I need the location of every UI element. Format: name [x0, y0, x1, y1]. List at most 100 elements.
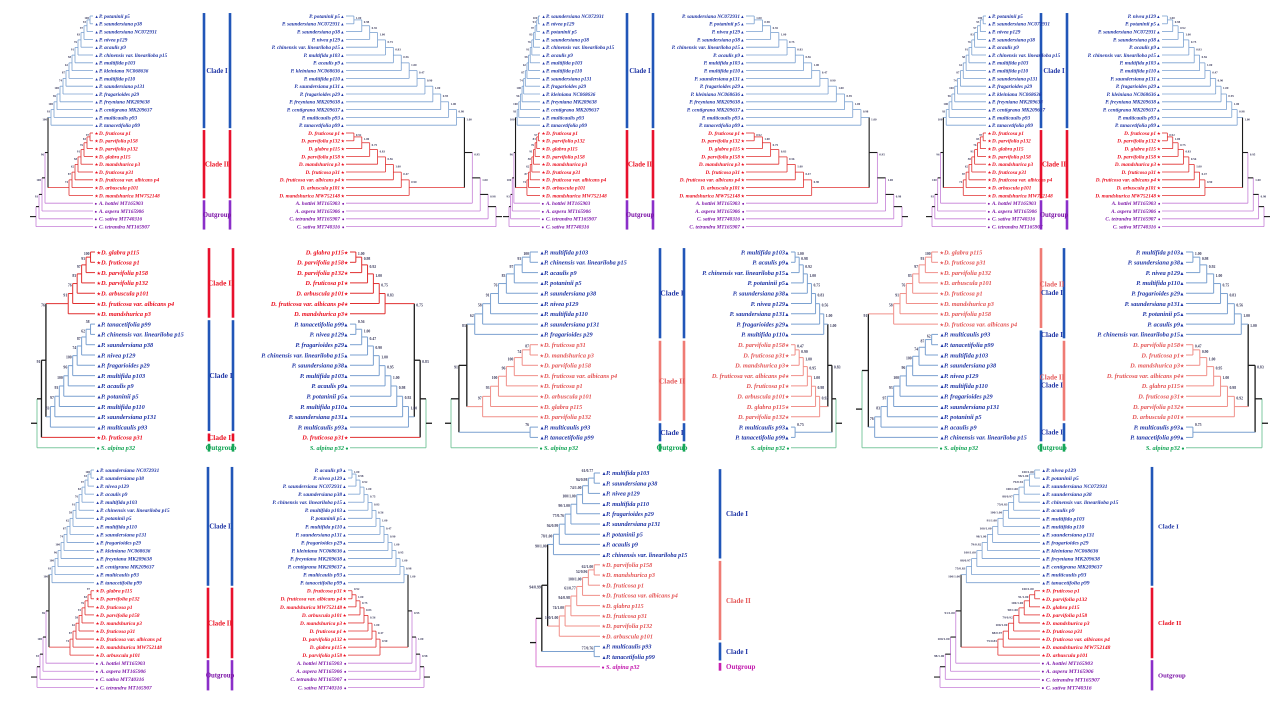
taxon-label: D. parvifolia p132: [301, 637, 342, 643]
clade-bar-segment: [658, 248, 662, 339]
taxon-label: P. saundersiana p131: [294, 84, 340, 90]
star-marker-icon: ★: [343, 613, 347, 618]
support-value: 0.56: [370, 615, 376, 619]
taxon-label: P. saundersiana p131: [730, 311, 785, 318]
taxon-label: D. fruticosa var. albicans p4: [270, 301, 344, 308]
support-value: 93: [507, 194, 511, 198]
clade-bar-segment: [1039, 330, 1043, 442]
triangle-marker-icon: ▲: [1179, 281, 1184, 287]
triangle-marker-icon: ▲: [542, 14, 546, 19]
triangle-marker-icon: ▲: [542, 123, 546, 128]
support-value: 1.00: [364, 329, 371, 333]
support-value: 100/1.00: [1022, 587, 1034, 591]
taxon-label: A. aspera MT165906: [1045, 669, 1094, 675]
support-value: 1.00: [756, 16, 762, 20]
taxon-label: P. fragarioides p29: [295, 342, 345, 349]
taxon-label: P. multicaulis p93: [303, 573, 342, 579]
support-value: 61/0.77: [582, 469, 594, 473]
dot-marker-icon: ●: [344, 677, 347, 682]
taxon-label: P. chinensis var. lineariloba p15: [272, 500, 342, 506]
triangle-marker-icon: ▲: [1156, 100, 1160, 105]
star-marker-icon: ★: [344, 302, 349, 308]
triangle-marker-icon: ▲: [740, 29, 744, 34]
phylo-tree-right: [348, 469, 430, 688]
support-value: 93: [486, 386, 490, 390]
star-marker-icon: ★: [741, 131, 745, 136]
taxon-label: P. chinensis var. lineariloba p15: [546, 45, 615, 51]
star-marker-icon: ★: [540, 405, 545, 411]
support-value: 76: [902, 284, 906, 288]
taxon-label: P. saundersiana p38: [992, 37, 1035, 43]
support-value: 58: [968, 157, 972, 161]
star-marker-icon: ★: [343, 589, 347, 594]
taxon-label: S. alpina p32: [606, 664, 640, 671]
support-value: 93: [35, 194, 39, 198]
star-marker-icon: ★: [97, 312, 102, 318]
support-value: 0.83: [834, 365, 841, 369]
star-marker-icon: ★: [343, 629, 347, 634]
support-value: 0.56: [387, 157, 393, 161]
support-value: 76: [973, 143, 977, 147]
taxon-label: P. saundersiana p38: [546, 37, 589, 43]
branches: [1186, 251, 1268, 449]
taxon-label: P. saundersiana p131: [101, 414, 156, 421]
support-value: 87: [956, 71, 960, 75]
taxon-label: P. tanacetifolia p99: [1115, 123, 1156, 129]
support-value: 0.92: [822, 396, 829, 400]
taxon-label: P. saundersiana NC072931: [100, 468, 160, 474]
taxon-label: P. multifida p103: [741, 249, 785, 256]
star-marker-icon: ★: [1042, 589, 1047, 594]
support-value: 0.83: [366, 608, 372, 612]
dot-marker-icon: ●: [1158, 201, 1161, 206]
support-value: 0.75: [773, 143, 779, 147]
triangle-marker-icon: ▲: [343, 394, 348, 400]
support-value: 96: [54, 551, 58, 555]
star-marker-icon: ★: [95, 146, 99, 151]
star-marker-icon: ★: [1180, 405, 1185, 411]
taxon-label: P. saundersiana p131: [1046, 532, 1095, 538]
triangle-marker-icon: ▲: [542, 45, 546, 50]
taxon-label: D. parvifolia p158: [991, 154, 1031, 160]
triangle-marker-icon: ▲: [940, 374, 945, 380]
taxon-label: D. glabra p115: [99, 589, 133, 595]
taxon-label: P. kleiniana NC068636: [1107, 92, 1157, 98]
triangle-marker-icon: ▲: [988, 107, 992, 112]
triangle-marker-icon: ▲: [96, 484, 100, 489]
support-value: 96: [948, 94, 952, 98]
tree-unit-u3: Clade I Clade II Outgroup: [926, 13, 1270, 230]
taxon-label: C. tetrandra MT165907: [689, 224, 740, 230]
support-value: 0.92: [356, 133, 362, 137]
clade-bar-segment: [682, 340, 686, 421]
phylo-tree-left: [31, 469, 94, 688]
star-marker-icon: ★: [785, 374, 790, 380]
dot-marker-icon: ●: [940, 446, 943, 452]
taxon-label: D. parvifolia p158: [543, 363, 592, 370]
taxon-label: P. saundersiana p38: [1128, 260, 1181, 267]
taxon-label: P. nivea p129: [944, 373, 979, 380]
clade-label: Outgroup: [203, 212, 232, 219]
support-value: 0.83: [374, 502, 380, 506]
triangle-marker-icon: ▲: [340, 53, 344, 58]
triangle-marker-icon: ▲: [1042, 581, 1046, 586]
taxon-label: D. arbuscula p101: [99, 653, 141, 659]
triangle-marker-icon: ▲: [96, 532, 100, 537]
support-value: 1.00: [366, 487, 372, 491]
triangle-marker-icon: ▲: [940, 343, 945, 349]
star-marker-icon: ★: [741, 139, 745, 144]
taxon-label: D. parvifolia p158: [943, 311, 992, 318]
star-marker-icon: ★: [940, 291, 945, 297]
phylo-tree-right: [1162, 15, 1270, 228]
star-marker-icon: ★: [95, 162, 99, 167]
taxon-label: D. parvifolia p132: [296, 270, 344, 277]
taxon-label: C. tetrandra MT165907: [1046, 677, 1100, 683]
clade-label: Outgroup: [205, 443, 236, 452]
support-value: 1.00: [356, 16, 362, 20]
taxon-label: P. tanacetifolia p99: [735, 435, 786, 442]
triangle-marker-icon: ▲: [542, 115, 546, 120]
taxon-label: P. saundersiana p38: [298, 492, 342, 498]
clade-label: Clade II: [1040, 281, 1065, 289]
triangle-marker-icon: ▲: [1179, 250, 1184, 256]
taxon-label: D. parvifolia p132: [1132, 404, 1180, 411]
support-value: 100: [513, 102, 518, 106]
triangle-marker-icon: ▲: [96, 468, 100, 473]
